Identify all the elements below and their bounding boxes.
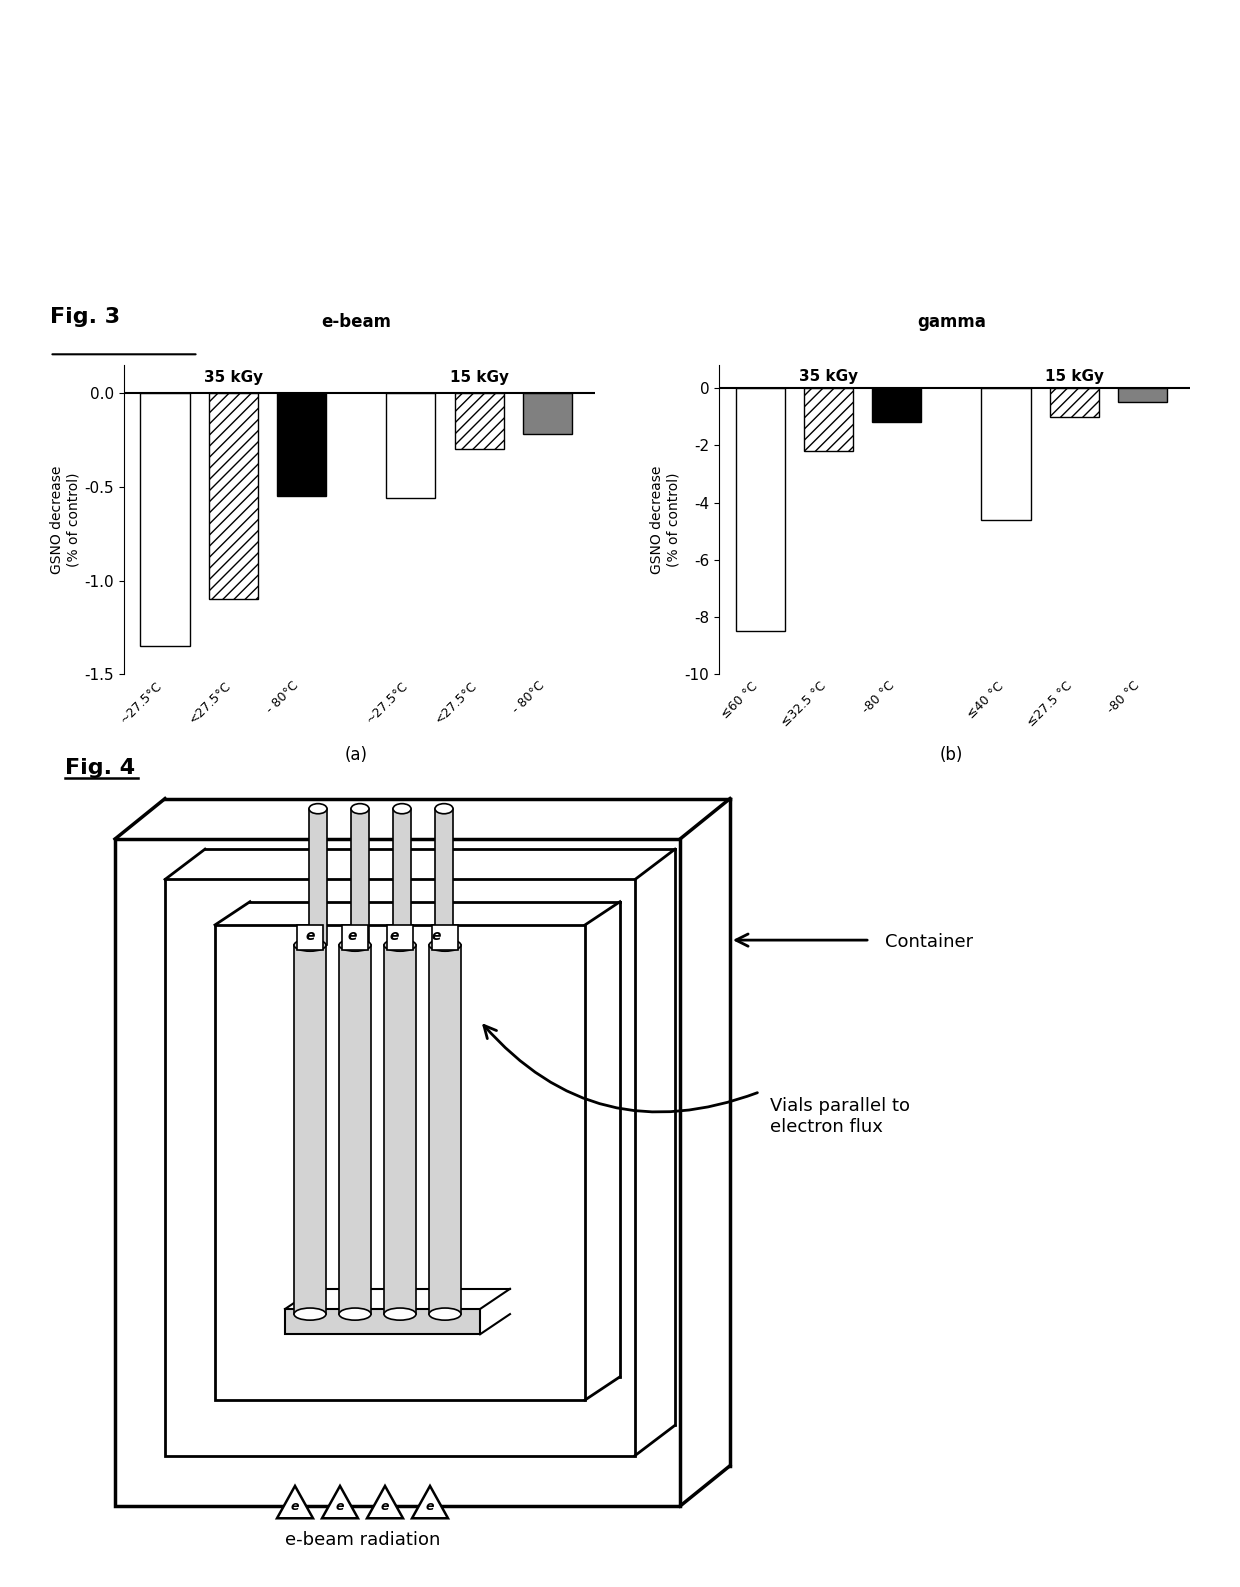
Bar	[435, 809, 453, 946]
Bar	[393, 809, 410, 946]
Bar	[277, 394, 326, 497]
Text: Container: Container	[885, 933, 973, 951]
Text: e: e	[336, 1500, 345, 1512]
Bar	[455, 394, 503, 449]
Bar	[1050, 387, 1099, 417]
Polygon shape	[277, 1485, 312, 1519]
Polygon shape	[412, 1485, 448, 1519]
Text: Vials parallel to
electron flux: Vials parallel to electron flux	[770, 1097, 910, 1136]
Bar	[294, 946, 326, 1314]
Ellipse shape	[384, 1308, 415, 1320]
Polygon shape	[367, 1485, 403, 1519]
Ellipse shape	[339, 940, 371, 951]
Bar	[384, 946, 415, 1314]
Text: e: e	[290, 1500, 299, 1512]
Ellipse shape	[351, 803, 370, 814]
Text: e: e	[381, 1500, 389, 1512]
Bar	[735, 387, 785, 632]
Text: (b): (b)	[940, 746, 963, 763]
Text: 15 kGy: 15 kGy	[450, 370, 508, 384]
Bar	[140, 394, 190, 646]
Polygon shape	[322, 1485, 358, 1519]
Bar	[285, 1309, 480, 1335]
Text: 15 kGy: 15 kGy	[1045, 370, 1104, 384]
Bar	[523, 394, 572, 435]
Bar	[872, 387, 921, 422]
Ellipse shape	[384, 940, 415, 951]
Bar	[429, 946, 461, 1314]
Text: e: e	[347, 928, 357, 943]
Ellipse shape	[435, 803, 453, 814]
Text: gamma: gamma	[916, 313, 986, 330]
Text: e: e	[425, 1500, 434, 1512]
Bar	[208, 394, 258, 600]
Text: e-beam: e-beam	[321, 313, 391, 332]
Ellipse shape	[429, 940, 461, 951]
Ellipse shape	[429, 1308, 461, 1320]
Bar	[309, 809, 327, 946]
Text: Fig. 4: Fig. 4	[64, 759, 135, 778]
Y-axis label: GSNO decrease
(% of control): GSNO decrease (% of control)	[650, 465, 681, 574]
Text: e-beam radiation: e-beam radiation	[285, 1531, 440, 1549]
Ellipse shape	[294, 1308, 326, 1320]
Bar	[1118, 387, 1167, 402]
Bar	[351, 809, 370, 946]
Bar	[981, 387, 1030, 521]
Text: (a): (a)	[345, 746, 368, 763]
Bar	[387, 925, 413, 951]
Text: 35 kGy: 35 kGy	[799, 370, 858, 384]
Bar	[339, 946, 371, 1314]
Text: e: e	[432, 928, 440, 943]
Bar	[342, 925, 368, 951]
Ellipse shape	[309, 803, 327, 814]
Bar	[804, 387, 853, 451]
Bar	[298, 925, 322, 951]
Text: e: e	[389, 928, 399, 943]
Ellipse shape	[339, 1308, 371, 1320]
Ellipse shape	[393, 803, 410, 814]
Y-axis label: GSNO decrease
(% of control): GSNO decrease (% of control)	[51, 465, 81, 574]
Bar	[432, 925, 458, 951]
Text: Fig. 3: Fig. 3	[50, 306, 120, 327]
Text: 35 kGy: 35 kGy	[203, 370, 263, 384]
Bar	[386, 394, 435, 498]
Text: e: e	[305, 928, 315, 943]
Ellipse shape	[294, 940, 326, 951]
